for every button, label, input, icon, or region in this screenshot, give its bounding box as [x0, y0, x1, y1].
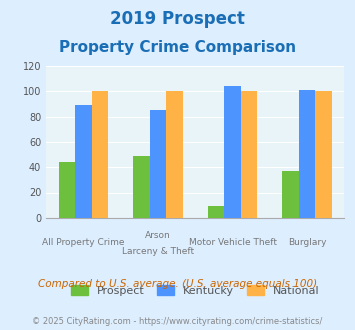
Bar	[92, 91, 108, 218]
Text: Property Crime Comparison: Property Crime Comparison	[59, 40, 296, 54]
Bar	[208, 207, 224, 218]
Text: Burglary: Burglary	[288, 238, 326, 247]
Bar	[75, 105, 92, 218]
Text: Motor Vehicle Theft: Motor Vehicle Theft	[189, 238, 277, 247]
Text: Larceny & Theft: Larceny & Theft	[122, 248, 194, 256]
Legend: Prospect, Kentucky, National: Prospect, Kentucky, National	[66, 280, 324, 300]
Bar	[224, 86, 241, 218]
Bar	[166, 91, 182, 218]
Bar	[133, 156, 150, 218]
Bar	[299, 90, 315, 218]
Bar	[283, 171, 299, 218]
Bar	[59, 162, 75, 218]
Bar	[150, 110, 166, 218]
Text: All Property Crime: All Property Crime	[42, 238, 125, 247]
Bar	[241, 91, 257, 218]
Text: Compared to U.S. average. (U.S. average equals 100): Compared to U.S. average. (U.S. average …	[38, 279, 317, 289]
Text: © 2025 CityRating.com - https://www.cityrating.com/crime-statistics/: © 2025 CityRating.com - https://www.city…	[32, 317, 323, 326]
Text: Arson: Arson	[145, 231, 171, 240]
Bar	[315, 91, 332, 218]
Text: 2019 Prospect: 2019 Prospect	[110, 10, 245, 28]
